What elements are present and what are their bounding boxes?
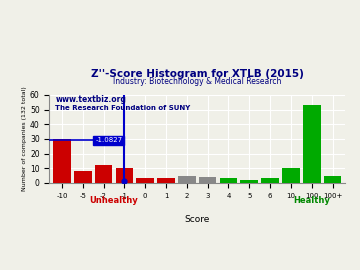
Text: The Research Foundation of SUNY: The Research Foundation of SUNY [55, 105, 190, 111]
Y-axis label: Number of companies (132 total): Number of companies (132 total) [22, 86, 27, 191]
Bar [136, 178, 154, 183]
Bar [157, 178, 175, 183]
Bar [261, 178, 279, 183]
Text: Healthy: Healthy [293, 197, 330, 205]
Text: Unhealthy: Unhealthy [90, 197, 138, 205]
Bar [178, 176, 196, 183]
X-axis label: Score: Score [185, 215, 210, 224]
Text: Industry: Biotechnology & Medical Research: Industry: Biotechnology & Medical Resear… [113, 77, 282, 86]
Bar [53, 139, 71, 183]
Text: www.textbiz.org: www.textbiz.org [55, 95, 126, 104]
Bar [282, 168, 300, 183]
Bar [199, 177, 216, 183]
Bar [116, 168, 133, 183]
Text: -1.0827: -1.0827 [95, 137, 122, 143]
Bar [95, 165, 112, 183]
Bar [220, 178, 237, 183]
Bar [240, 180, 258, 183]
Bar [74, 171, 91, 183]
Text: Z''-Score Histogram for XTLB (2015): Z''-Score Histogram for XTLB (2015) [91, 69, 304, 79]
Bar [303, 105, 320, 183]
Bar [324, 176, 341, 183]
